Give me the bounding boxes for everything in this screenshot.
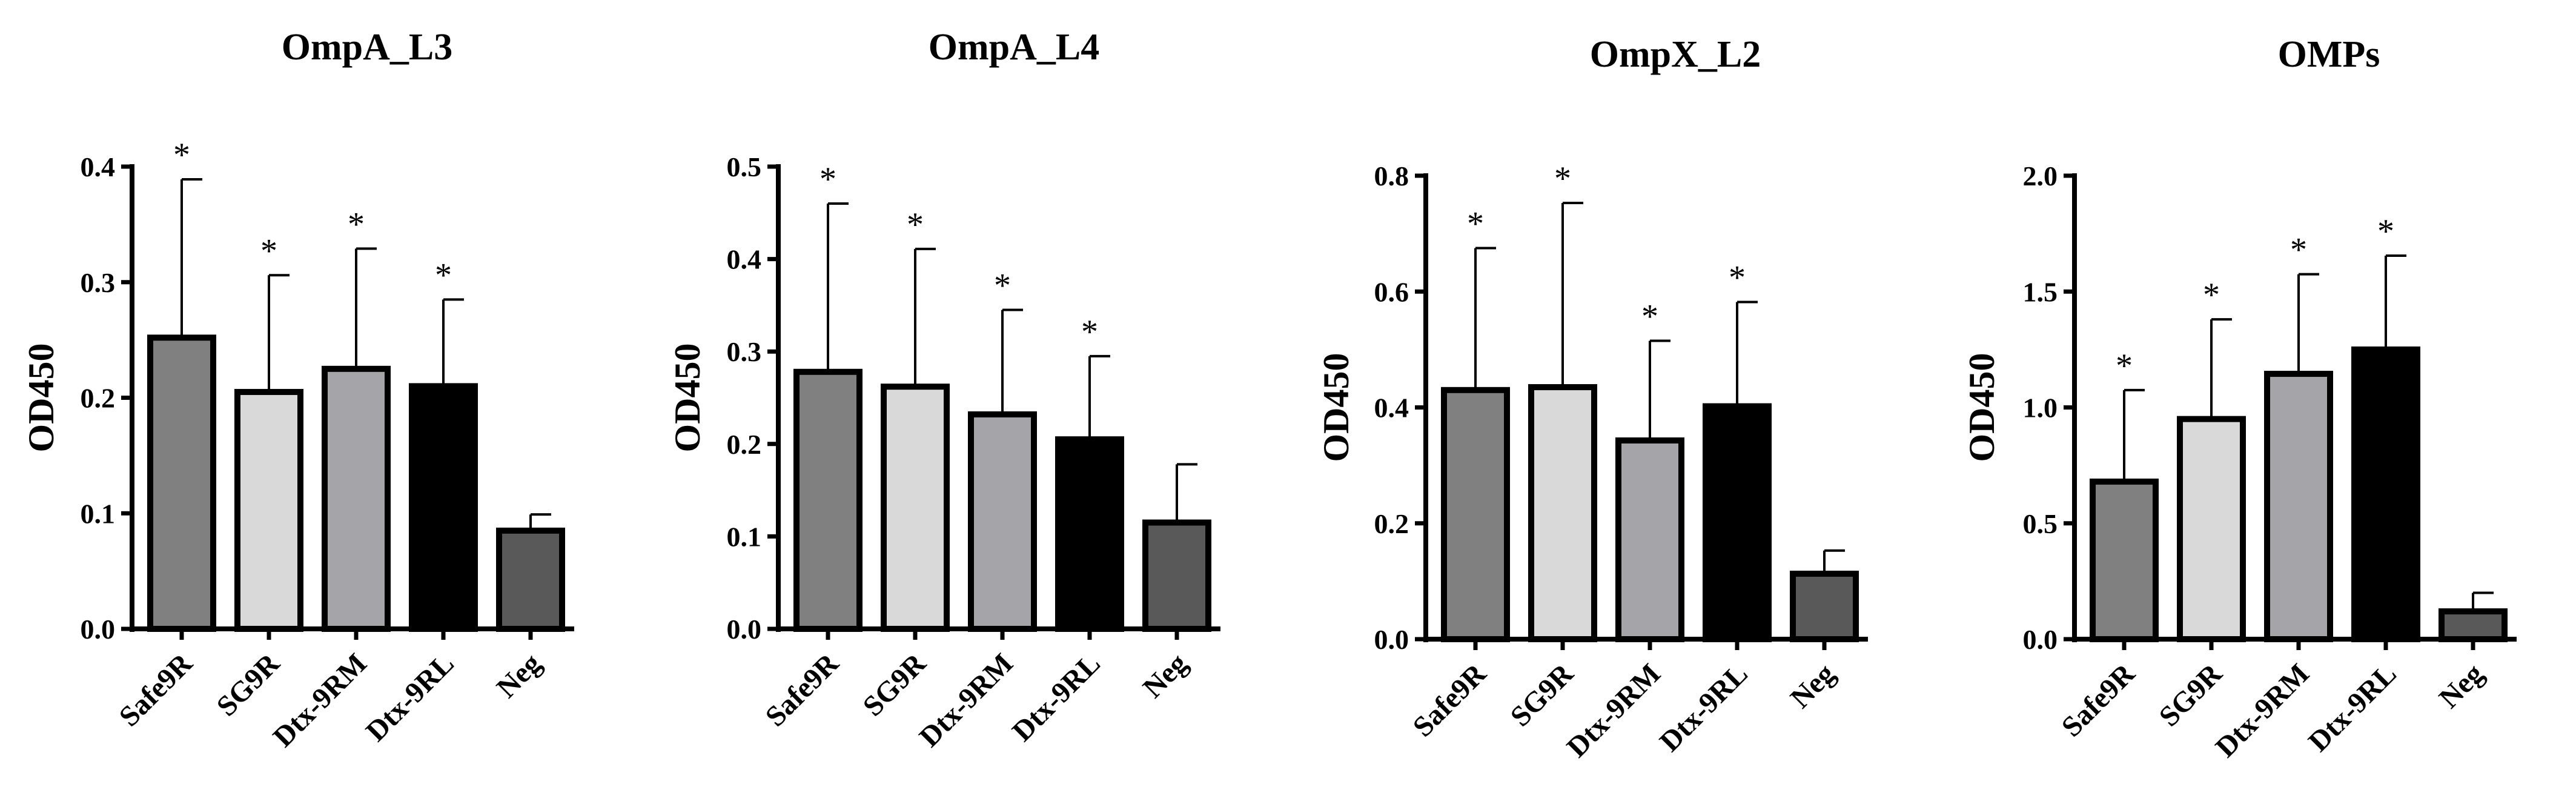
- category-label: Neg: [1137, 647, 1194, 704]
- y-tick-label: 0.2: [727, 429, 762, 460]
- significance-star: *: [2290, 231, 2307, 269]
- chart-title: OmpA_L3: [282, 27, 452, 68]
- bar: [1055, 436, 1124, 632]
- bar: [1615, 437, 1684, 642]
- category-label: Neg: [491, 647, 548, 704]
- bar: [2439, 608, 2508, 642]
- significance-star: *: [1081, 313, 1098, 351]
- y-tick-label: 0.1: [727, 521, 762, 552]
- bar: [1790, 570, 1859, 642]
- significance-star: *: [2116, 347, 2133, 385]
- y-tick-label: 0.2: [1374, 508, 1409, 539]
- category-label: Dtx-9RM: [2210, 657, 2316, 763]
- chart-panel-3: OMPs OD450 * Safe9R * SG9R * Dtx-9RM * Dtx-9RL Neg…: [1962, 34, 2517, 763]
- bar: [1441, 387, 1510, 642]
- significance-star: *: [1467, 205, 1484, 243]
- bar: [2090, 478, 2159, 643]
- y-tick-label: 0.4: [1374, 393, 1409, 423]
- bar: [881, 384, 950, 632]
- bar: [793, 368, 863, 632]
- chart-panel-2: OmpX_L2 OD450 * Safe9R * SG9R * Dtx-9RM * Dtx-9RL…: [1316, 34, 1868, 763]
- y-tick-label: 0.3: [727, 336, 762, 367]
- y-tick-label: 0.5: [727, 151, 762, 182]
- significance-star: *: [1554, 160, 1571, 198]
- bar: [1703, 403, 1772, 643]
- y-tick-label: 0.3: [81, 267, 116, 298]
- category-label: Dtx-9RL: [1654, 657, 1754, 758]
- chart-panel-0: OmpA_L3 OD450 * Safe9R * SG9R * Dtx-9RM * Dtx-9RL…: [21, 27, 574, 753]
- y-tick-label: 2.0: [2023, 161, 2058, 191]
- y-tick-label: 0.5: [2023, 508, 2058, 539]
- bar: [1528, 384, 1597, 642]
- category-label: Dtx-9RM: [1561, 657, 1667, 763]
- bar: [2351, 346, 2420, 642]
- category-label: Safe9R: [1407, 657, 1493, 743]
- significance-star: *: [907, 206, 924, 244]
- category-label: Dtx-9RL: [2302, 657, 2403, 758]
- significance-star: *: [260, 232, 277, 270]
- bar: [2177, 416, 2246, 642]
- bar: [2264, 371, 2333, 642]
- y-tick-label: 1.0: [2023, 393, 2058, 423]
- y-tick-label: 0.0: [2023, 624, 2058, 655]
- bar: [322, 365, 391, 632]
- bar: [234, 388, 303, 633]
- y-tick-label: 0.8: [1374, 161, 1409, 191]
- significance-star: *: [819, 161, 836, 198]
- chart-title: OMPs: [2278, 34, 2380, 75]
- y-axis-label: OD450: [1316, 353, 1356, 462]
- y-tick-label: 0.4: [81, 151, 116, 182]
- significance-star: *: [2203, 276, 2220, 314]
- bar: [409, 383, 478, 632]
- significance-star: *: [1641, 298, 1658, 336]
- category-label: Safe9R: [113, 646, 199, 732]
- category-label: SG9R: [857, 646, 933, 722]
- significance-star: *: [1729, 259, 1746, 296]
- category-label: Safe9R: [2056, 657, 2142, 743]
- category-label: Dtx-9RM: [913, 647, 1019, 753]
- category-label: SG9R: [2153, 657, 2229, 732]
- category-label: Dtx-9RL: [1006, 647, 1107, 748]
- y-tick-label: 0.0: [1374, 624, 1409, 655]
- y-tick-label: 1.5: [2023, 276, 2058, 307]
- y-axis-label: OD450: [1962, 353, 2002, 462]
- category-label: Dtx-9RL: [360, 647, 460, 748]
- chart-title: OmpA_L4: [929, 27, 1099, 68]
- bar: [147, 334, 216, 632]
- bar: [1142, 519, 1211, 633]
- category-label: SG9R: [1505, 657, 1580, 732]
- y-axis-label: OD450: [21, 344, 61, 453]
- y-axis-label: OD450: [667, 344, 707, 453]
- y-tick-label: 0.0: [81, 614, 116, 645]
- y-tick-label: 0.1: [81, 498, 116, 529]
- chart-panel-1: OmpA_L4 OD450 * Safe9R * SG9R * Dtx-9RM * Dtx-9RL…: [667, 27, 1220, 753]
- category-label: Neg: [2433, 657, 2490, 714]
- y-tick-label: 0.4: [727, 244, 762, 275]
- bar: [968, 411, 1037, 633]
- category-label: Safe9R: [760, 646, 846, 732]
- y-tick-label: 0.6: [1374, 276, 1409, 307]
- chart-title: OmpX_L2: [1590, 34, 1761, 75]
- category-label: Dtx-9RM: [267, 647, 373, 753]
- significance-star: *: [173, 136, 190, 174]
- significance-star: *: [994, 267, 1011, 305]
- y-tick-label: 0.0: [727, 614, 762, 645]
- bar: [496, 527, 565, 632]
- significance-star: *: [435, 256, 452, 294]
- category-label: SG9R: [211, 646, 286, 722]
- category-label: Neg: [1784, 657, 1841, 714]
- significance-star: *: [348, 205, 365, 243]
- significance-star: *: [2377, 213, 2394, 250]
- y-tick-label: 0.2: [81, 383, 116, 414]
